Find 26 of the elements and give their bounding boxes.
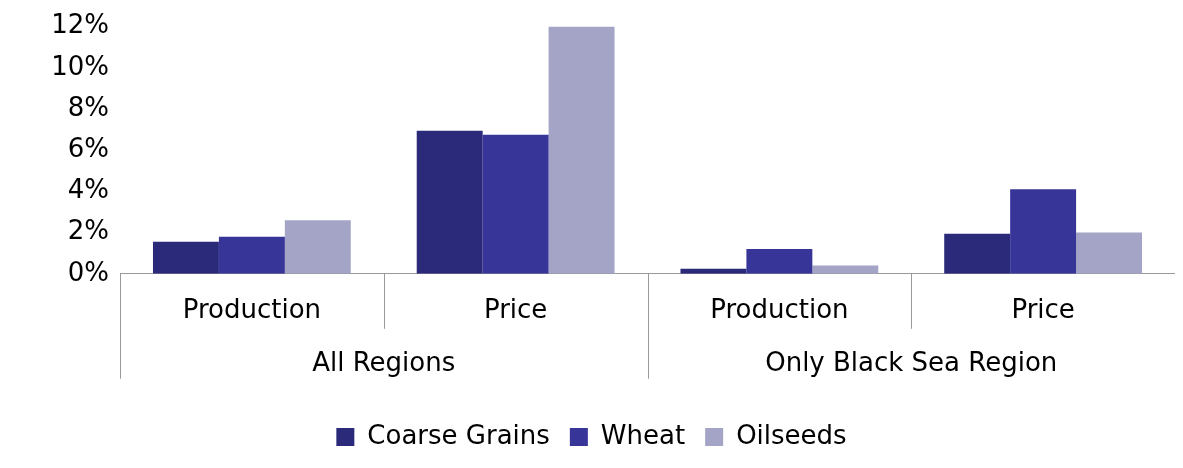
x-tick-label: Production: [710, 294, 849, 325]
x-tick-label: Production: [182, 294, 322, 325]
text: All Regions: [312, 346, 456, 377]
bar: [1010, 189, 1077, 274]
bar: [482, 134, 549, 274]
y-tick-label: 4%: [67, 174, 109, 205]
bar: [284, 220, 351, 274]
bar: [218, 236, 285, 274]
bar: [944, 233, 1011, 274]
bar: [746, 249, 813, 274]
bar: [416, 130, 483, 274]
y-tick-label: 2%: [67, 215, 109, 246]
y-tick-label: 8%: [67, 91, 109, 122]
x-tick-label: Price: [483, 294, 548, 325]
legend-label: Oilseeds: [736, 419, 847, 450]
y-tick-label: 10%: [51, 50, 109, 81]
bar: [548, 26, 615, 274]
bar: [152, 241, 219, 274]
legend-label: Coarse Grains: [367, 419, 550, 450]
x-tick-label: Price: [1011, 294, 1075, 325]
text: Only Black Sea Region: [765, 346, 1058, 377]
y-tick-label: 0%: [67, 256, 109, 287]
y-tick-label: 12%: [51, 9, 109, 40]
bar: [1076, 232, 1143, 274]
y-tick-label: 6%: [67, 132, 109, 163]
legend-label: Wheat: [600, 419, 686, 450]
